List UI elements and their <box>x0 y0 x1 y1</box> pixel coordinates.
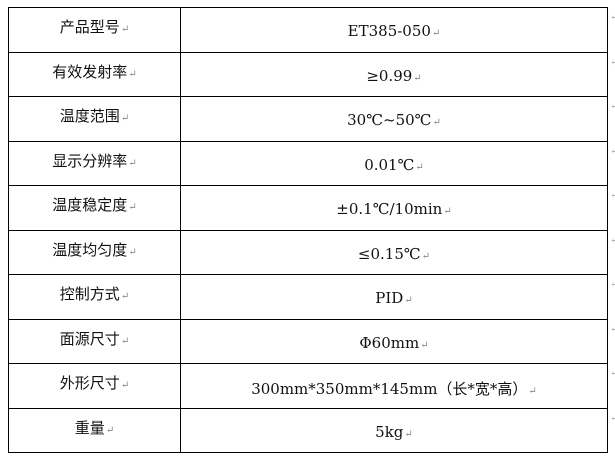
spec-label: 产品型号 <box>59 18 120 36</box>
table-row: 有效发射率↵ ≥0.99↵ <box>8 51 608 97</box>
row-end-mark-icon: ↵ <box>610 279 615 290</box>
spec-label-cell: 显示分辨率↵ <box>8 140 181 186</box>
spec-value-cell: 30℃~50℃↵ <box>180 96 608 142</box>
return-mark-icon: ↵ <box>413 72 422 84</box>
spec-label-cell: 产品型号↵ <box>8 7 181 53</box>
row-end-mark-icon: ↵ <box>610 412 615 424</box>
spec-value: ≥0.99 <box>366 66 413 85</box>
spec-table: 产品型号↵ ET385-050↵ 有效发射率↵ ≥0.99↵ 温度范围↵ 30℃~5… <box>8 7 608 453</box>
spec-label-cell: 控制方式↵ <box>8 274 181 320</box>
spec-value-cell: ±0.1℃/10min↵ <box>180 185 608 231</box>
return-mark-icon: ↵ <box>421 250 431 262</box>
table-row: 显示分辨率↵ 0.01℃↵ <box>8 140 608 186</box>
return-mark-icon: ↵ <box>105 424 115 436</box>
spec-value-cell: ≥0.99↵ <box>180 51 608 97</box>
spec-label-cell: 有效发射率↵ <box>8 51 181 97</box>
spec-value: ET385-050 <box>347 22 431 40</box>
spec-label-cell: 温度稳定度↵ <box>8 185 181 231</box>
return-mark-icon: ↵ <box>432 117 441 128</box>
row-end-mark-icon: ↵ <box>610 368 615 379</box>
spec-value: PID <box>375 289 404 307</box>
spec-value: 30℃~50℃ <box>347 111 432 129</box>
return-mark-icon: ↵ <box>128 68 137 80</box>
spec-value-cell: 5kg↵ <box>180 407 608 453</box>
spec-value: 5kg <box>375 422 404 441</box>
table-row: 控制方式↵ PID↵ <box>8 274 608 320</box>
row-end-mark-icon: ↵ <box>610 323 615 335</box>
spec-label: 显示分辨率 <box>52 151 128 170</box>
spec-label-cell: 重量↵ <box>8 407 181 453</box>
spec-value-cell: 0.01℃↵ <box>180 140 608 186</box>
row-end-mark-icon: ↵ <box>610 101 615 112</box>
spec-value: ≤0.15℃ <box>357 244 421 263</box>
row-end-mark-icon: ↵ <box>610 234 615 246</box>
spec-value-cell: ET385-050↵ <box>180 7 608 53</box>
spec-label-cell: 温度范围↵ <box>8 96 181 142</box>
spec-value-cell: Φ60mm↵ <box>180 318 608 364</box>
spec-label: 面源尺寸 <box>59 329 120 348</box>
table-row: 温度范围↵ 30℃~50℃↵ <box>8 96 608 142</box>
spec-label: 温度均匀度 <box>52 240 128 259</box>
return-mark-icon: ↵ <box>404 428 413 440</box>
spec-value: 300mm*350mm*145mm（长*宽*高） <box>251 380 528 398</box>
spec-value-cell: ≤0.15℃↵ <box>180 229 608 275</box>
return-mark-icon: ↵ <box>128 202 137 213</box>
spec-value-cell: 300mm*350mm*145mm（长*宽*高）↵ <box>180 363 608 409</box>
return-mark-icon: ↵ <box>120 24 130 35</box>
return-mark-icon: ↵ <box>404 295 413 306</box>
spec-label: 重量 <box>74 418 105 437</box>
return-mark-icon: ↵ <box>431 28 441 39</box>
return-mark-icon: ↵ <box>415 161 424 173</box>
row-end-mark-icon: ↵ <box>610 145 615 157</box>
row-end-mark-icon: ↵ <box>610 190 615 201</box>
spec-label-cell: 面源尺寸↵ <box>8 318 181 364</box>
spec-label: 有效发射率 <box>52 62 128 81</box>
return-mark-icon: ↵ <box>420 339 429 351</box>
spec-label: 控制方式 <box>59 285 120 303</box>
return-mark-icon: ↵ <box>128 246 137 258</box>
spec-label: 外形尺寸 <box>59 374 120 392</box>
table-row: 重量↵ 5kg↵ <box>8 407 608 453</box>
spec-label-cell: 温度均匀度↵ <box>8 229 181 275</box>
return-mark-icon: ↵ <box>120 113 130 124</box>
table-row: 面源尺寸↵ Φ60mm↵ <box>8 318 608 364</box>
return-mark-icon: ↵ <box>443 206 452 217</box>
return-mark-icon: ↵ <box>120 335 130 347</box>
return-mark-icon: ↵ <box>120 291 130 302</box>
return-mark-icon: ↵ <box>528 386 537 397</box>
row-end-mark-icon: ↵ <box>610 12 615 23</box>
spec-label: 温度稳定度 <box>52 196 128 214</box>
spec-label-cell: 外形尺寸↵ <box>8 363 181 409</box>
spec-label: 温度范围 <box>59 107 120 125</box>
table-row: 外形尺寸↵ 300mm*350mm*145mm（长*宽*高）↵ <box>8 363 608 409</box>
return-mark-icon: ↵ <box>120 380 130 391</box>
spec-value: ±0.1℃/10min <box>336 200 443 218</box>
table-row: 温度均匀度↵ ≤0.15℃↵ <box>8 229 608 275</box>
spec-value: Φ60mm <box>359 333 420 352</box>
return-mark-icon: ↵ <box>128 157 137 169</box>
spec-value: 0.01℃ <box>364 155 415 174</box>
spec-value-cell: PID↵ <box>180 274 608 320</box>
table-row: 产品型号↵ ET385-050↵ <box>8 7 608 53</box>
row-end-mark-icon: ↵ <box>610 56 615 68</box>
table-row: 温度稳定度↵ ±0.1℃/10min↵ <box>8 185 608 231</box>
